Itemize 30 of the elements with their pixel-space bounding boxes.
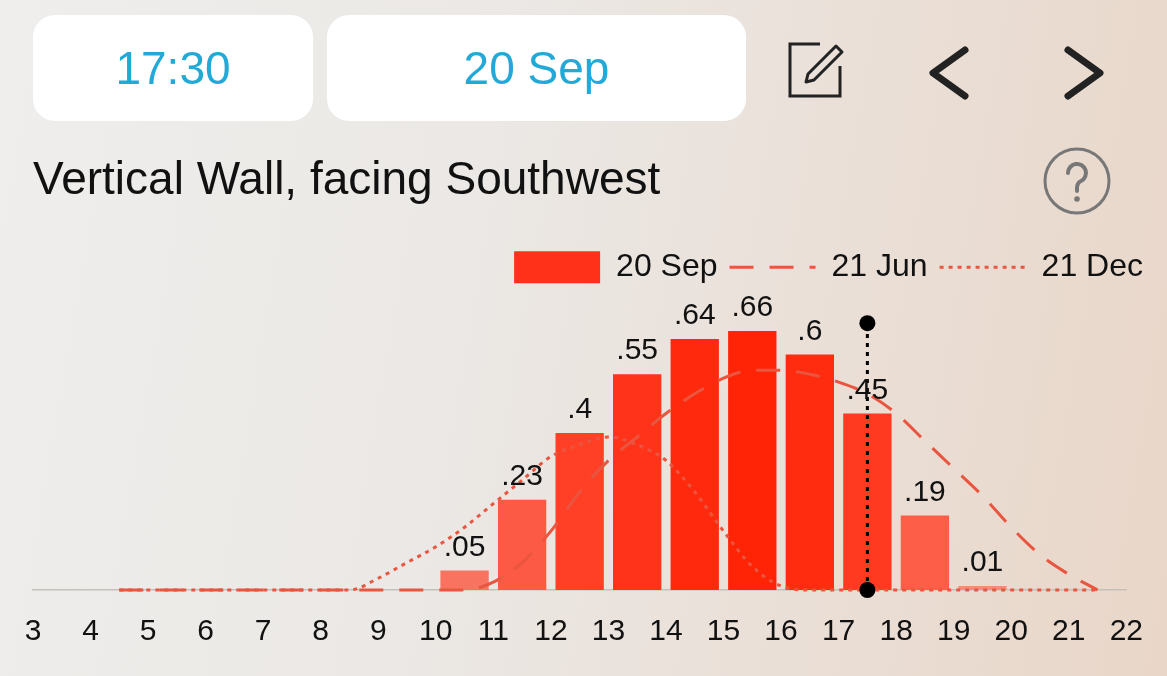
x-tick-label: 11 [477, 613, 509, 647]
data-label: .66 [731, 289, 774, 323]
legend-label: 20 Sep [616, 247, 718, 284]
date-field: 20 Sep [327, 15, 746, 121]
x-tick-label: 5 [139, 613, 157, 647]
legend-label: 21 Dec [1041, 247, 1143, 284]
data-label: .55 [616, 332, 659, 366]
x-tick-label: 7 [254, 613, 272, 647]
x-tick-label: 8 [312, 613, 330, 647]
x-tick-label: 3 [24, 613, 42, 647]
data-label: .6 [797, 312, 823, 346]
x-tick-label: 13 [591, 613, 626, 647]
x-tick-label: 16 [764, 613, 798, 647]
x-tick-label: 19 [937, 613, 971, 647]
x-tick-label: 17 [821, 613, 856, 647]
x-tick-label: 6 [197, 613, 214, 647]
time-field: 17:30 [33, 15, 313, 121]
x-tick-label: 9 [369, 613, 387, 647]
x-tick-label: 4 [82, 613, 99, 647]
x-tick-label: 21 [1052, 613, 1086, 647]
x-tick-label: 18 [879, 613, 913, 647]
data-label: .64 [673, 297, 716, 331]
x-tick-label: 10 [419, 613, 453, 647]
chart-title: Vertical Wall, facing Southwest [33, 152, 661, 205]
x-tick-label: 15 [706, 613, 741, 647]
x-tick-label: 14 [649, 613, 683, 647]
legend-label: 21 Jun [831, 247, 928, 284]
x-tick-label: 12 [534, 613, 568, 647]
x-tick-label: 22 [1109, 613, 1143, 647]
x-tick-label: 20 [994, 613, 1028, 647]
